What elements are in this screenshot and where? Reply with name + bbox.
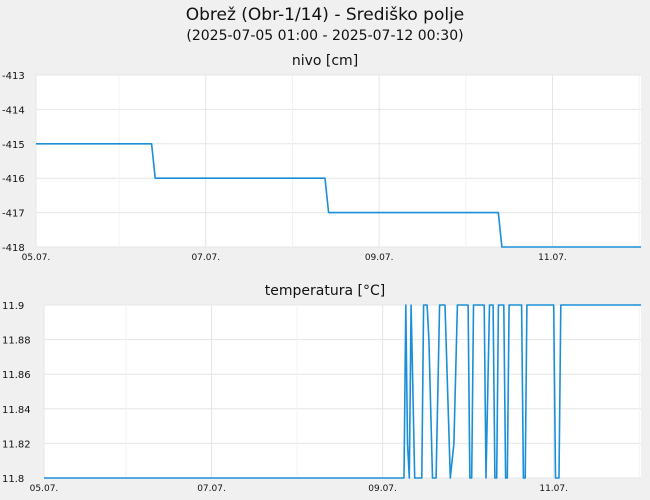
y-tick-label: 11.88 [2,336,31,347]
y-tick-label: -415 [2,140,25,151]
y-tick-label: 11.86 [2,370,31,381]
x-tick-label: 05.07. [30,484,59,494]
y-tick-label: -413 [2,71,25,82]
chart-title: Obrež (Obr-1/14) - Središko polje [186,5,465,25]
x-tick-label: 05.07. [22,253,51,263]
x-tick-label: 09.07. [368,484,397,494]
plot-area [44,305,641,478]
plot-area [36,75,641,247]
x-tick-label: 09.07. [365,253,394,263]
chart-panel-2: temperatura [°C] 11.9 11.88 11.86 11.84 11.82… [2,283,641,494]
x-tick-label: 11.07. [538,253,567,263]
y-tick-label: -416 [2,174,25,185]
y-tick-label: -417 [2,209,25,220]
panel-title: nivo [cm] [292,53,358,69]
y-tick-label: 11.84 [2,405,31,416]
y-tick-label: -418 [2,243,25,254]
y-tick-label: -414 [2,105,25,116]
x-tick-label: 07.07. [197,484,226,494]
series-line-1 [36,143,641,248]
x-tick-label: 07.07. [191,253,220,263]
series-line-1 [44,304,641,479]
chart-subtitle: (2025-07-05 01:00 - 2025-07-12 00:30) [186,28,463,44]
y-tick-label: 11.9 [2,301,24,312]
panel-title: temperatura [°C] [265,283,385,299]
x-tick-label: 11.07. [539,484,568,494]
y-tick-label: 11.8 [2,474,24,485]
y-tick-label: 11.82 [2,439,31,450]
